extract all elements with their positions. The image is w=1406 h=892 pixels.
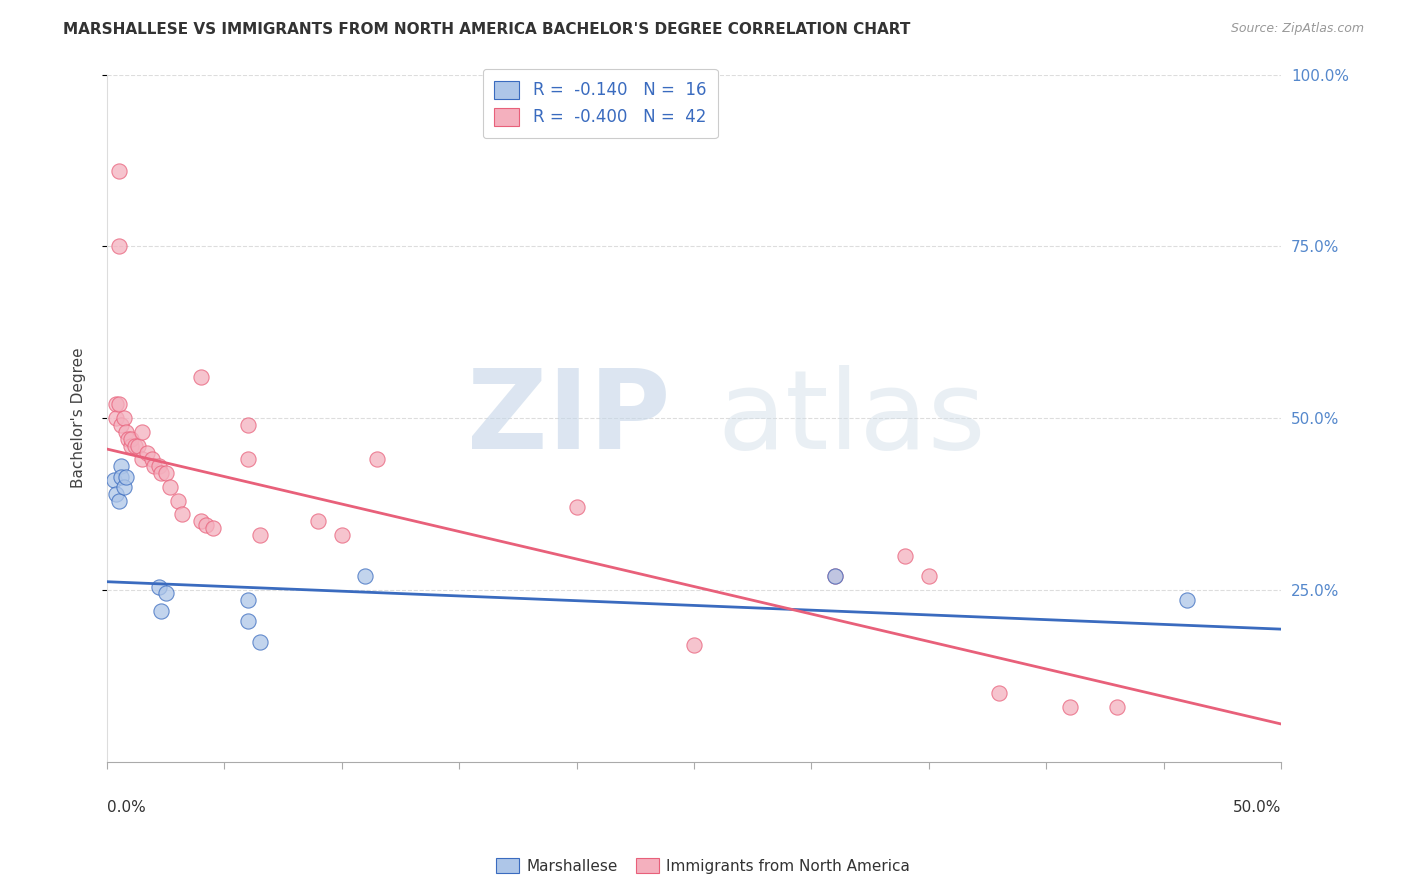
Point [110, 417, 132, 432]
Text: 0.0%: 0.0% [107, 799, 146, 814]
Point [201, 521, 224, 535]
Point [112, 480, 135, 494]
Point [236, 452, 259, 467]
Point [110, 459, 132, 474]
Point [105, 397, 128, 411]
Point [148, 459, 170, 474]
Point [918, 569, 941, 583]
Y-axis label: Bachelor's Degree: Bachelor's Degree [72, 348, 86, 489]
Point [166, 493, 188, 508]
Point [110, 469, 132, 483]
Point [354, 569, 377, 583]
Point [127, 439, 149, 453]
Point [236, 593, 259, 607]
Point [190, 514, 212, 528]
Text: 50.0%: 50.0% [1233, 799, 1281, 814]
Point [236, 614, 259, 628]
Point [108, 493, 131, 508]
Point [105, 487, 128, 501]
Point [131, 425, 153, 439]
Point [108, 163, 131, 178]
Point [120, 432, 142, 446]
Text: ZIP: ZIP [467, 365, 671, 472]
Point [112, 411, 135, 425]
Point [1105, 699, 1128, 714]
Point [1175, 593, 1198, 607]
Point [143, 459, 166, 474]
Point [141, 452, 163, 467]
Point [236, 417, 259, 432]
Point [988, 686, 1011, 700]
Point [172, 508, 194, 522]
Point [131, 452, 153, 467]
Point [565, 500, 588, 515]
Point [120, 439, 142, 453]
Point [103, 473, 125, 487]
Text: MARSHALLESE VS IMMIGRANTS FROM NORTH AMERICA BACHELOR'S DEGREE CORRELATION CHART: MARSHALLESE VS IMMIGRANTS FROM NORTH AME… [63, 22, 911, 37]
Point [249, 634, 271, 648]
Point [824, 569, 846, 583]
Point [366, 452, 388, 467]
Point [108, 239, 131, 253]
Text: Source: ZipAtlas.com: Source: ZipAtlas.com [1230, 22, 1364, 36]
Point [117, 432, 139, 446]
Point [105, 411, 128, 425]
Point [1059, 699, 1081, 714]
Point [155, 466, 177, 480]
Point [148, 580, 170, 594]
Point [190, 370, 212, 384]
Point [115, 425, 138, 439]
Point [150, 466, 173, 480]
Point [136, 445, 159, 459]
Point [150, 604, 173, 618]
Legend: R =  -0.140   N =  16, R =  -0.400   N =  42: R = -0.140 N = 16, R = -0.400 N = 42 [482, 69, 717, 138]
Point [894, 549, 917, 563]
Point [249, 528, 271, 542]
Legend: Marshallese, Immigrants from North America: Marshallese, Immigrants from North Ameri… [489, 852, 917, 880]
Point [155, 586, 177, 600]
Point [824, 569, 846, 583]
Point [330, 528, 353, 542]
Point [194, 517, 217, 532]
Point [307, 514, 329, 528]
Text: atlas: atlas [717, 365, 986, 472]
Point [124, 439, 146, 453]
Point [159, 480, 181, 494]
Point [108, 397, 131, 411]
Point [115, 469, 138, 483]
Point [683, 638, 706, 652]
